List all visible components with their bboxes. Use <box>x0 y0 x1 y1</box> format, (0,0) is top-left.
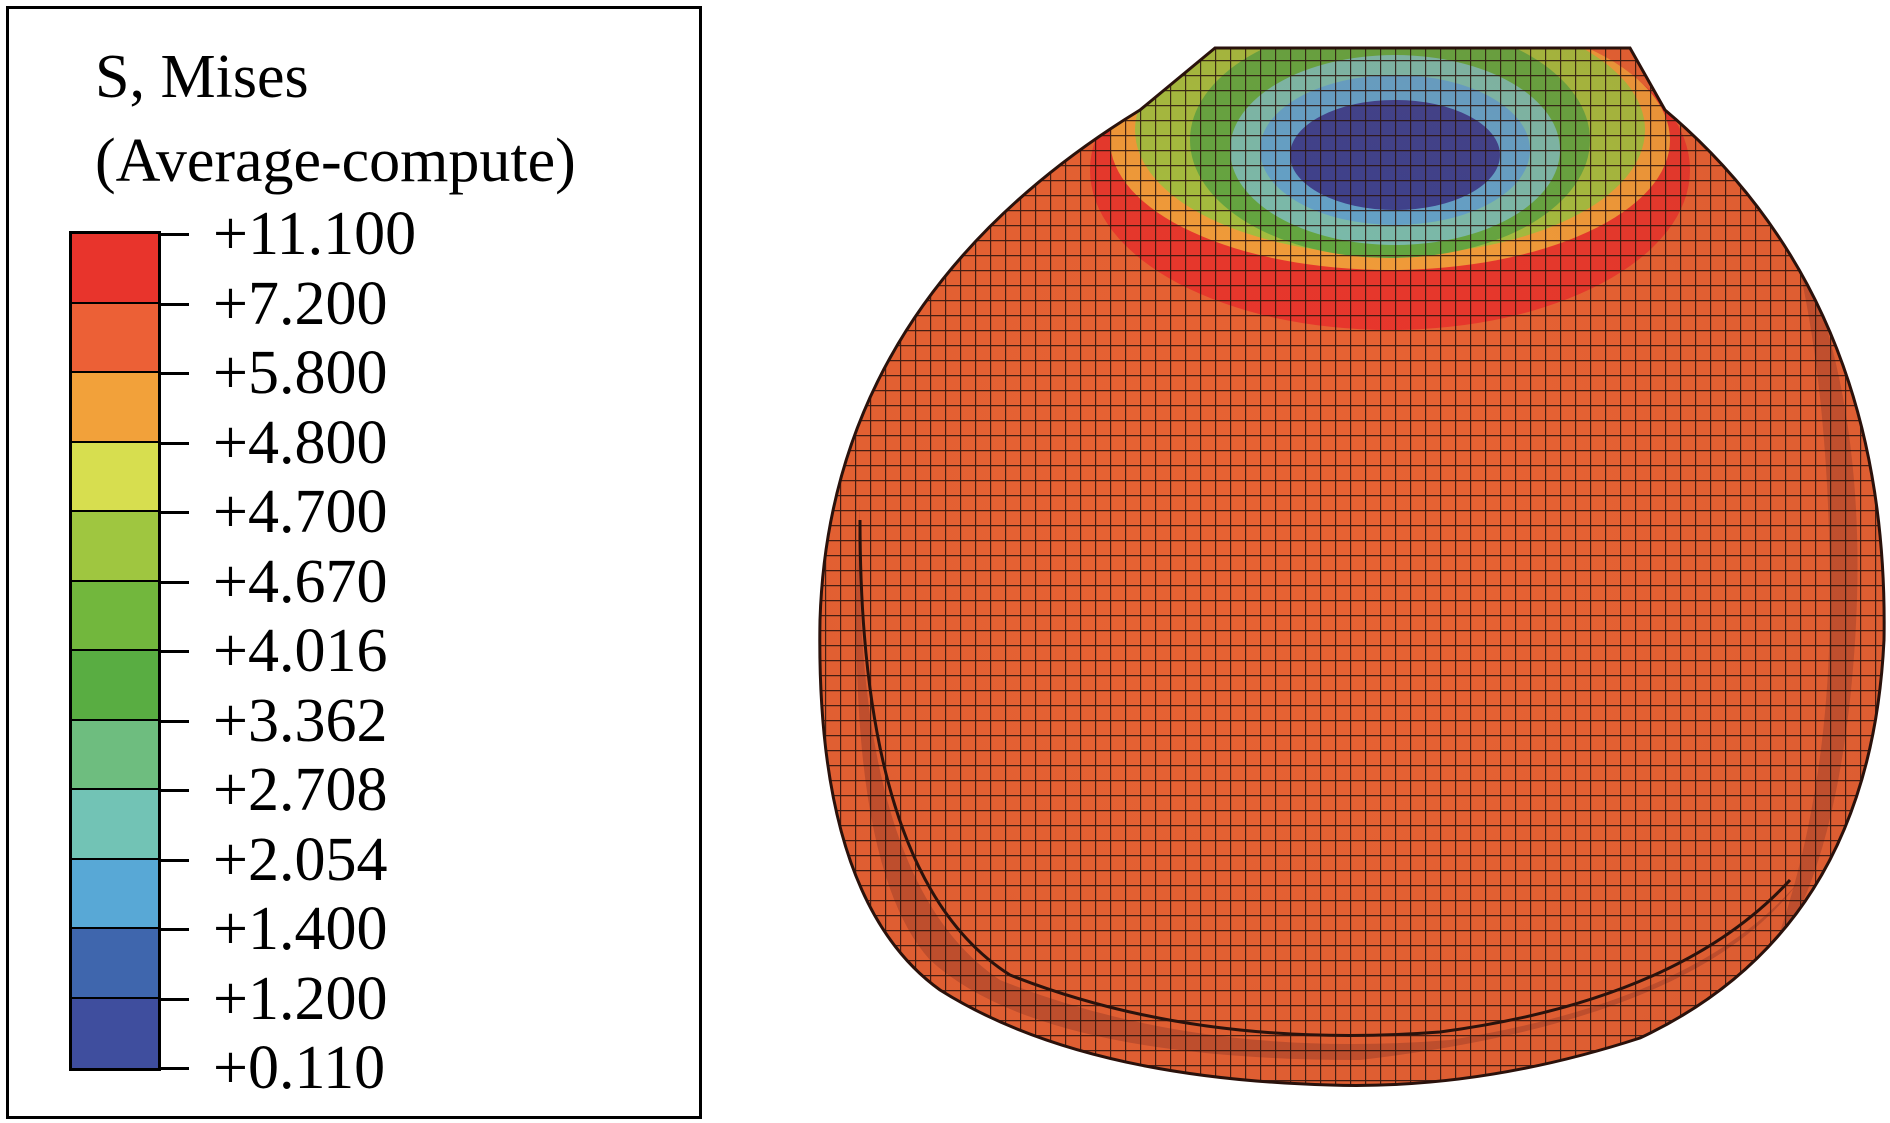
tick-label: +4.800 <box>213 408 388 477</box>
tick-label: +7.200 <box>213 269 388 338</box>
tick-mark <box>161 1067 189 1070</box>
tick-mark <box>161 719 189 723</box>
color-band <box>72 929 158 999</box>
tick-label: +0.110 <box>213 1034 386 1102</box>
tick-label: +4.016 <box>213 617 388 685</box>
tick-label: +4.700 <box>213 478 388 546</box>
tick-label: +4.670 <box>213 547 388 616</box>
tick-label: +5.800 <box>213 339 388 407</box>
color-band <box>72 234 158 304</box>
tick-mark <box>161 372 189 375</box>
tick-mark <box>161 302 189 306</box>
color-scale-bar <box>69 231 161 1071</box>
tick-mark <box>161 511 189 514</box>
inner-rim-line <box>858 519 1792 1037</box>
tick-mark <box>161 441 189 445</box>
tick-mark <box>161 580 189 584</box>
color-band <box>72 303 158 373</box>
color-band <box>72 790 158 860</box>
color-band <box>72 581 158 651</box>
tick-label: +1.200 <box>213 964 388 1033</box>
color-band <box>72 373 158 443</box>
color-band <box>72 442 158 512</box>
legend-title-line1: S, Mises <box>95 43 309 111</box>
tick-mark <box>161 928 189 931</box>
tick-mark <box>161 997 189 1001</box>
mesh-grid <box>819 48 1885 1086</box>
tick-label: +1.400 <box>213 895 388 963</box>
color-band <box>72 720 158 790</box>
tick-label: +11.100 <box>213 200 417 268</box>
tick-label: +2.054 <box>213 825 388 894</box>
color-band <box>72 512 158 582</box>
tick-mark <box>161 650 189 653</box>
tick-label: +2.708 <box>213 756 388 824</box>
tick-mark <box>161 233 189 236</box>
color-band <box>72 859 158 929</box>
tick-mark <box>161 858 189 862</box>
tick-label: +3.362 <box>213 686 388 755</box>
legend-panel: S, Mises (Average-compute) +11.100 +7.200… <box>6 6 702 1119</box>
color-band <box>72 998 158 1068</box>
tick-mark <box>161 789 189 792</box>
color-band <box>72 651 158 721</box>
sphere-outline <box>818 46 1886 1087</box>
legend-title-line2: (Average-compute) <box>95 127 576 195</box>
legend-title: S, Mises (Average-compute) <box>95 35 576 203</box>
